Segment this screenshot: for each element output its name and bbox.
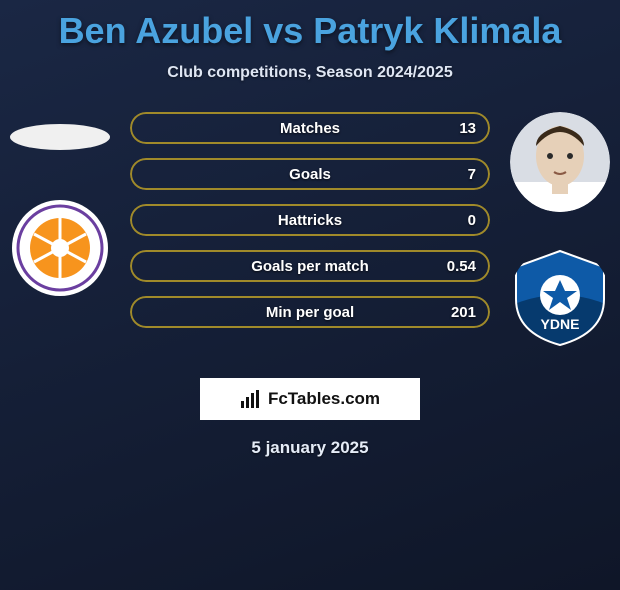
stat-row: Matches 13	[130, 112, 490, 144]
stat-row: Goals per match 0.54	[130, 250, 490, 282]
stat-row: Hattricks 0	[130, 204, 490, 236]
player-right: YDNE	[510, 112, 610, 352]
stat-label: Matches	[130, 112, 490, 144]
stat-value: 201	[451, 296, 476, 328]
stat-label: Goals per match	[130, 250, 490, 282]
brand-text: FcTables.com	[268, 389, 380, 409]
avatar-right-icon	[510, 112, 610, 212]
stat-label: Goals	[130, 158, 490, 190]
stat-value: 13	[459, 112, 476, 144]
stat-value: 0	[468, 204, 476, 236]
stat-value: 0.54	[447, 250, 476, 282]
brand-badge[interactable]: FcTables.com	[200, 378, 420, 420]
chart-icon	[240, 389, 262, 409]
date-text: 5 january 2025	[0, 438, 620, 458]
stat-value: 7	[468, 158, 476, 190]
avatar-placeholder-icon	[10, 124, 110, 150]
stat-row: Goals 7	[130, 158, 490, 190]
stats-list: Matches 13 Goals 7 Hattricks 0 Goals per…	[130, 112, 490, 342]
player-left	[10, 112, 110, 352]
stat-label: Hattricks	[130, 204, 490, 236]
page-title: Ben Azubel vs Patryk Klimala	[0, 10, 620, 52]
crest-text: YDNE	[541, 316, 580, 332]
comparison-panel: YDNE Matches 13 Goals 7 Hattricks 0 Goal…	[0, 112, 620, 372]
club-crest-left-icon	[10, 198, 110, 298]
stat-row: Min per goal 201	[130, 296, 490, 328]
stat-label: Min per goal	[130, 296, 490, 328]
club-crest-right-icon: YDNE	[510, 247, 610, 347]
subtitle: Club competitions, Season 2024/2025	[0, 64, 620, 82]
